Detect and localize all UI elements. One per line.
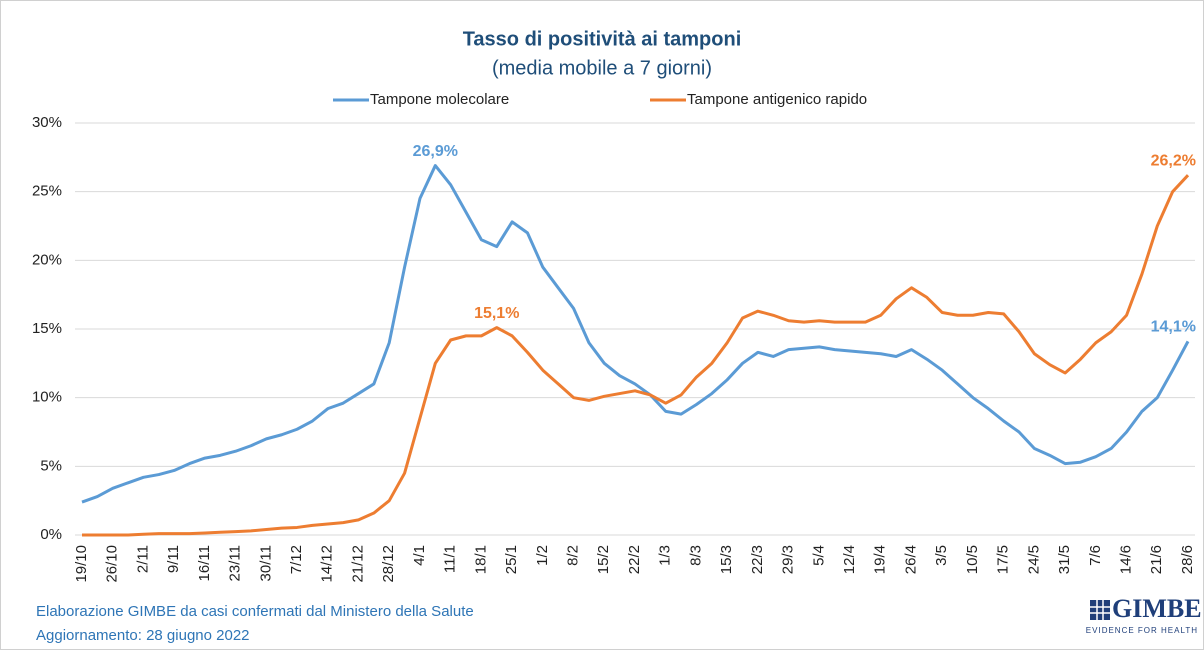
y-tick-label: 0% [40,526,62,543]
x-tick-label: 15/3 [718,545,735,574]
x-tick-label: 7/6 [1087,545,1104,566]
x-tick-label: 7/12 [288,545,305,574]
logo: GIMBE [1112,594,1202,623]
x-tick-label: 26/4 [902,545,919,574]
x-tick-label: 28/6 [1179,545,1196,574]
logo-icon [1090,600,1110,620]
x-tick-label: 9/11 [165,545,182,573]
x-tick-label: 12/4 [841,545,858,574]
legend-label: Tampone antigenico rapido [687,91,867,108]
x-tick-label: 22/2 [626,545,643,574]
x-tick-label: 25/1 [503,545,520,574]
data-label: 15,1% [474,305,519,322]
y-tick-label: 15% [32,320,62,337]
x-tick-label: 24/5 [1025,545,1042,574]
y-tick-label: 30% [32,114,62,131]
x-tick-label: 17/5 [995,545,1012,574]
x-tick-label: 29/3 [780,545,797,574]
y-tick-label: 20% [32,251,62,268]
x-tick-label: 19/4 [872,545,889,574]
update-note: Aggiornamento: 28 giugno 2022 [36,627,250,644]
x-tick-label: 8/2 [565,545,582,566]
x-tick-label: 5/4 [810,545,827,566]
x-tick-label: 8/3 [687,545,704,566]
legend-label: Tampone molecolare [370,91,509,108]
data-label: 26,2% [1151,152,1196,169]
x-tick-label: 14/12 [319,545,336,583]
y-tick-label: 25% [32,183,62,200]
x-tick-label: 1/2 [534,545,551,566]
x-tick-label: 1/3 [657,545,674,566]
data-label: 14,1% [1151,319,1196,336]
x-tick-label: 14/6 [1118,545,1135,574]
chart-title: Tasso di positività ai tamponi [463,28,742,50]
x-tick-label: 3/5 [933,545,950,566]
x-tick-label: 23/11 [227,545,244,581]
x-tick-label: 21/6 [1148,545,1165,574]
logo-tagline: EVIDENCE FOR HEALTH [1086,626,1198,635]
x-tick-label: 21/12 [349,545,366,583]
x-tick-label: 11/1 [442,545,459,573]
x-tick-label: 18/1 [472,545,489,574]
x-tick-label: 30/11 [257,545,274,581]
x-tick-label: 15/2 [595,545,612,574]
series-line [82,174,1190,537]
x-tick-label: 28/12 [380,545,397,583]
y-tick-label: 5% [40,457,62,474]
x-tick-label: 26/10 [104,545,121,583]
x-tick-label: 19/10 [73,545,90,583]
chart-subtitle: (media mobile a 7 giorni) [492,57,712,79]
x-tick-label: 4/1 [411,545,428,566]
y-tick-label: 10% [32,389,62,406]
x-tick-label: 22/3 [749,545,766,574]
x-tick-label: 16/11 [196,545,213,581]
series-line [81,164,1190,504]
source-note: Elaborazione GIMBE da casi confermati da… [36,603,474,620]
x-tick-label: 31/5 [1056,545,1073,574]
x-tick-label: 10/5 [964,545,981,574]
x-tick-label: 2/11 [134,545,151,573]
data-label: 26,9% [413,143,458,160]
